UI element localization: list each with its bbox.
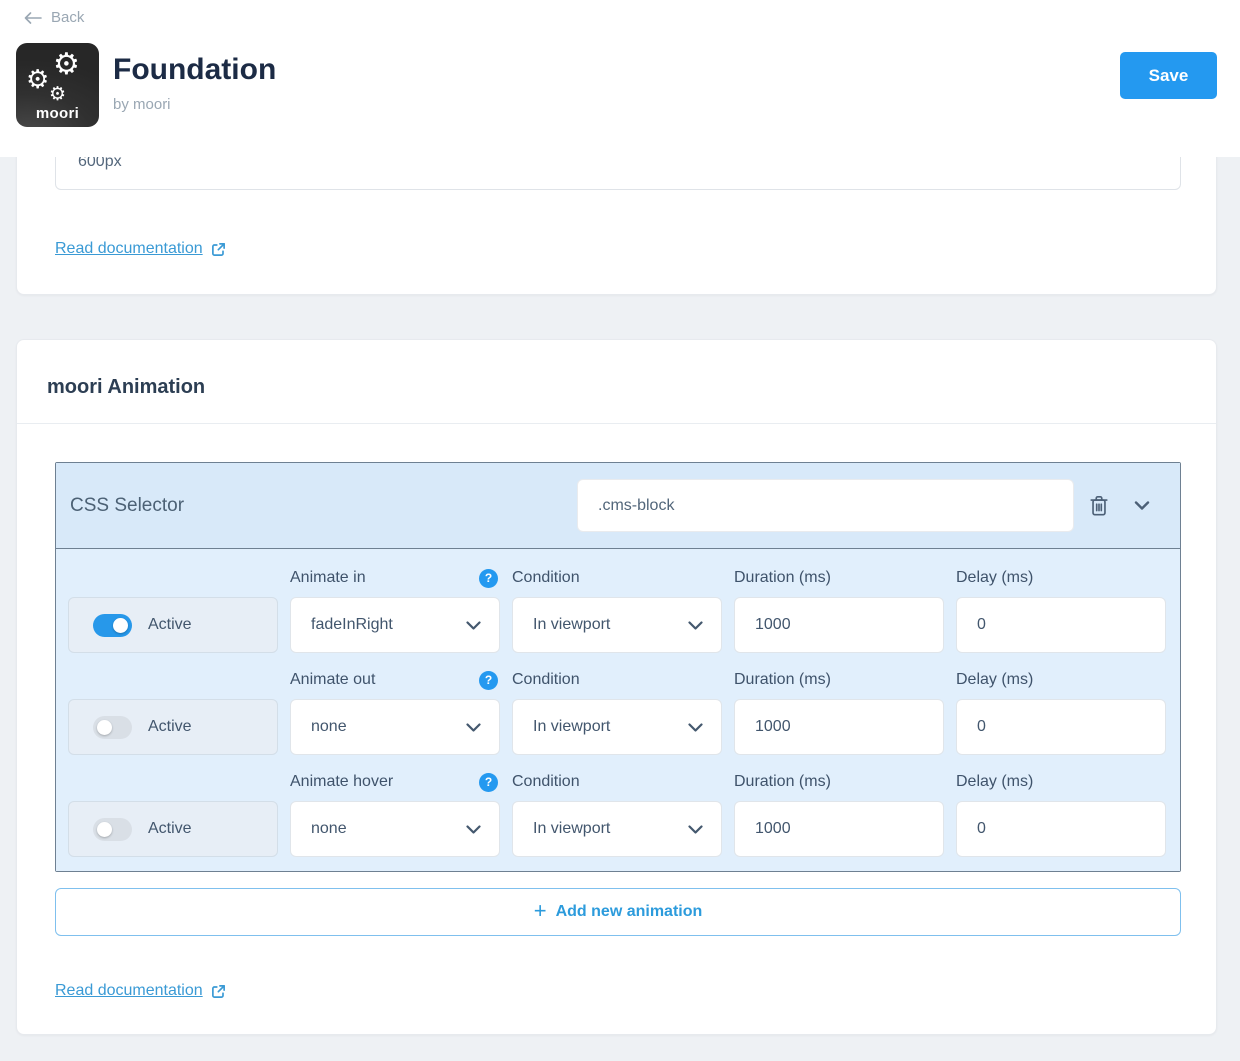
section-title: moori Animation — [47, 376, 206, 398]
collapse-button[interactable] — [1133, 499, 1151, 513]
duration-label: Duration (ms) — [734, 569, 831, 586]
delay-input[interactable] — [956, 801, 1166, 857]
duration-label: Duration (ms) — [734, 671, 831, 688]
active-label: Active — [148, 820, 192, 837]
css-selector-label: CSS Selector — [70, 494, 185, 516]
read-documentation-link-animation[interactable]: Read documentation — [55, 982, 226, 1000]
delay-label: Delay (ms) — [956, 569, 1034, 586]
animation-row-out: Animate out ? Condition Duration (ms) De… — [68, 669, 1166, 755]
back-arrow-icon — [24, 11, 42, 24]
animation-card-header: moori Animation — [17, 340, 1216, 424]
condition-value: In viewport — [533, 718, 611, 735]
trash-icon — [1090, 495, 1108, 516]
plugin-logo: ⚙ ⚙ ⚙ moori — [16, 43, 99, 127]
external-link-icon — [211, 242, 225, 256]
read-documentation-label: Read documentation — [55, 982, 203, 999]
duration-label: Duration (ms) — [734, 773, 831, 790]
save-button[interactable]: Save — [1120, 52, 1217, 99]
animate-in-select[interactable]: fadeInRight — [290, 597, 500, 653]
add-new-animation-label: Add new animation — [555, 903, 703, 920]
gear-icon: ⚙ — [49, 84, 67, 105]
gear-icon: ⚙ — [26, 64, 50, 94]
animate-out-select[interactable]: none — [290, 699, 500, 755]
condition-value: In viewport — [533, 820, 611, 837]
delay-input[interactable] — [956, 597, 1166, 653]
active-toggle[interactable] — [93, 715, 132, 739]
external-link-icon — [211, 984, 225, 998]
active-toggle[interactable] — [93, 817, 132, 841]
delay-label: Delay (ms) — [956, 671, 1034, 688]
delay-label: Delay (ms) — [956, 773, 1034, 790]
active-toggle-box: Active — [68, 597, 278, 653]
page-title: Foundation — [113, 53, 277, 86]
help-icon[interactable]: ? — [479, 568, 498, 588]
animate-out-label: Animate out — [290, 671, 376, 688]
read-documentation-link-top[interactable]: Read documentation — [55, 240, 226, 258]
condition-select[interactable]: In viewport — [512, 597, 722, 653]
animate-in-value: fadeInRight — [311, 616, 393, 633]
animate-hover-select[interactable]: none — [290, 801, 500, 857]
active-toggle-box: Active — [68, 801, 278, 857]
back-link[interactable]: Back — [24, 9, 84, 26]
page-subtitle: by moori — [113, 96, 171, 113]
help-icon[interactable]: ? — [479, 670, 498, 690]
active-label: Active — [148, 616, 192, 633]
animate-hover-value: none — [311, 820, 347, 837]
back-label: Back — [51, 9, 85, 26]
active-toggle[interactable] — [93, 613, 132, 637]
animation-block-body: Animate in ? Condition Duration (ms) Del… — [56, 548, 1180, 871]
page-header: Back ⚙ ⚙ ⚙ moori Foundation by moori Sav… — [0, 0, 1240, 157]
condition-value: In viewport — [533, 616, 611, 633]
chevron-down-icon — [688, 824, 703, 834]
chevron-down-icon — [1134, 501, 1150, 510]
animation-block: CSS Selector — [55, 462, 1181, 872]
chevron-down-icon — [466, 722, 481, 732]
help-icon[interactable]: ? — [479, 772, 498, 792]
animation-row-in: Animate in ? Condition Duration (ms) Del… — [68, 567, 1166, 653]
active-label: Active — [148, 718, 192, 735]
condition-label: Condition — [512, 671, 580, 688]
duration-input[interactable] — [734, 699, 944, 755]
chevron-down-icon — [466, 620, 481, 630]
condition-select[interactable]: In viewport — [512, 699, 722, 755]
animate-out-value: none — [311, 718, 347, 735]
add-new-animation-button[interactable]: + Add new animation — [55, 888, 1181, 936]
chevron-down-icon — [466, 824, 481, 834]
animation-row-hover: Animate hover ? Condition Duration (ms) … — [68, 771, 1166, 857]
read-documentation-label: Read documentation — [55, 240, 203, 257]
animation-card: moori Animation CSS Selector — [16, 339, 1217, 1035]
delete-animation-button[interactable] — [1087, 493, 1111, 519]
logo-text: moori — [35, 105, 80, 122]
duration-input[interactable] — [734, 597, 944, 653]
duration-input[interactable] — [734, 801, 944, 857]
chevron-down-icon — [688, 620, 703, 630]
css-selector-input[interactable] — [577, 479, 1074, 532]
plus-icon: + — [533, 898, 547, 923]
active-toggle-box: Active — [68, 699, 278, 755]
condition-label: Condition — [512, 773, 580, 790]
css-selector-row: CSS Selector — [56, 463, 1180, 548]
animate-in-label: Animate in — [290, 569, 366, 586]
chevron-down-icon — [688, 722, 703, 732]
animate-hover-label: Animate hover — [290, 773, 394, 790]
gear-icon: ⚙ — [53, 48, 80, 81]
delay-input[interactable] — [956, 699, 1166, 755]
condition-label: Condition — [512, 569, 580, 586]
condition-select[interactable]: In viewport — [512, 801, 722, 857]
